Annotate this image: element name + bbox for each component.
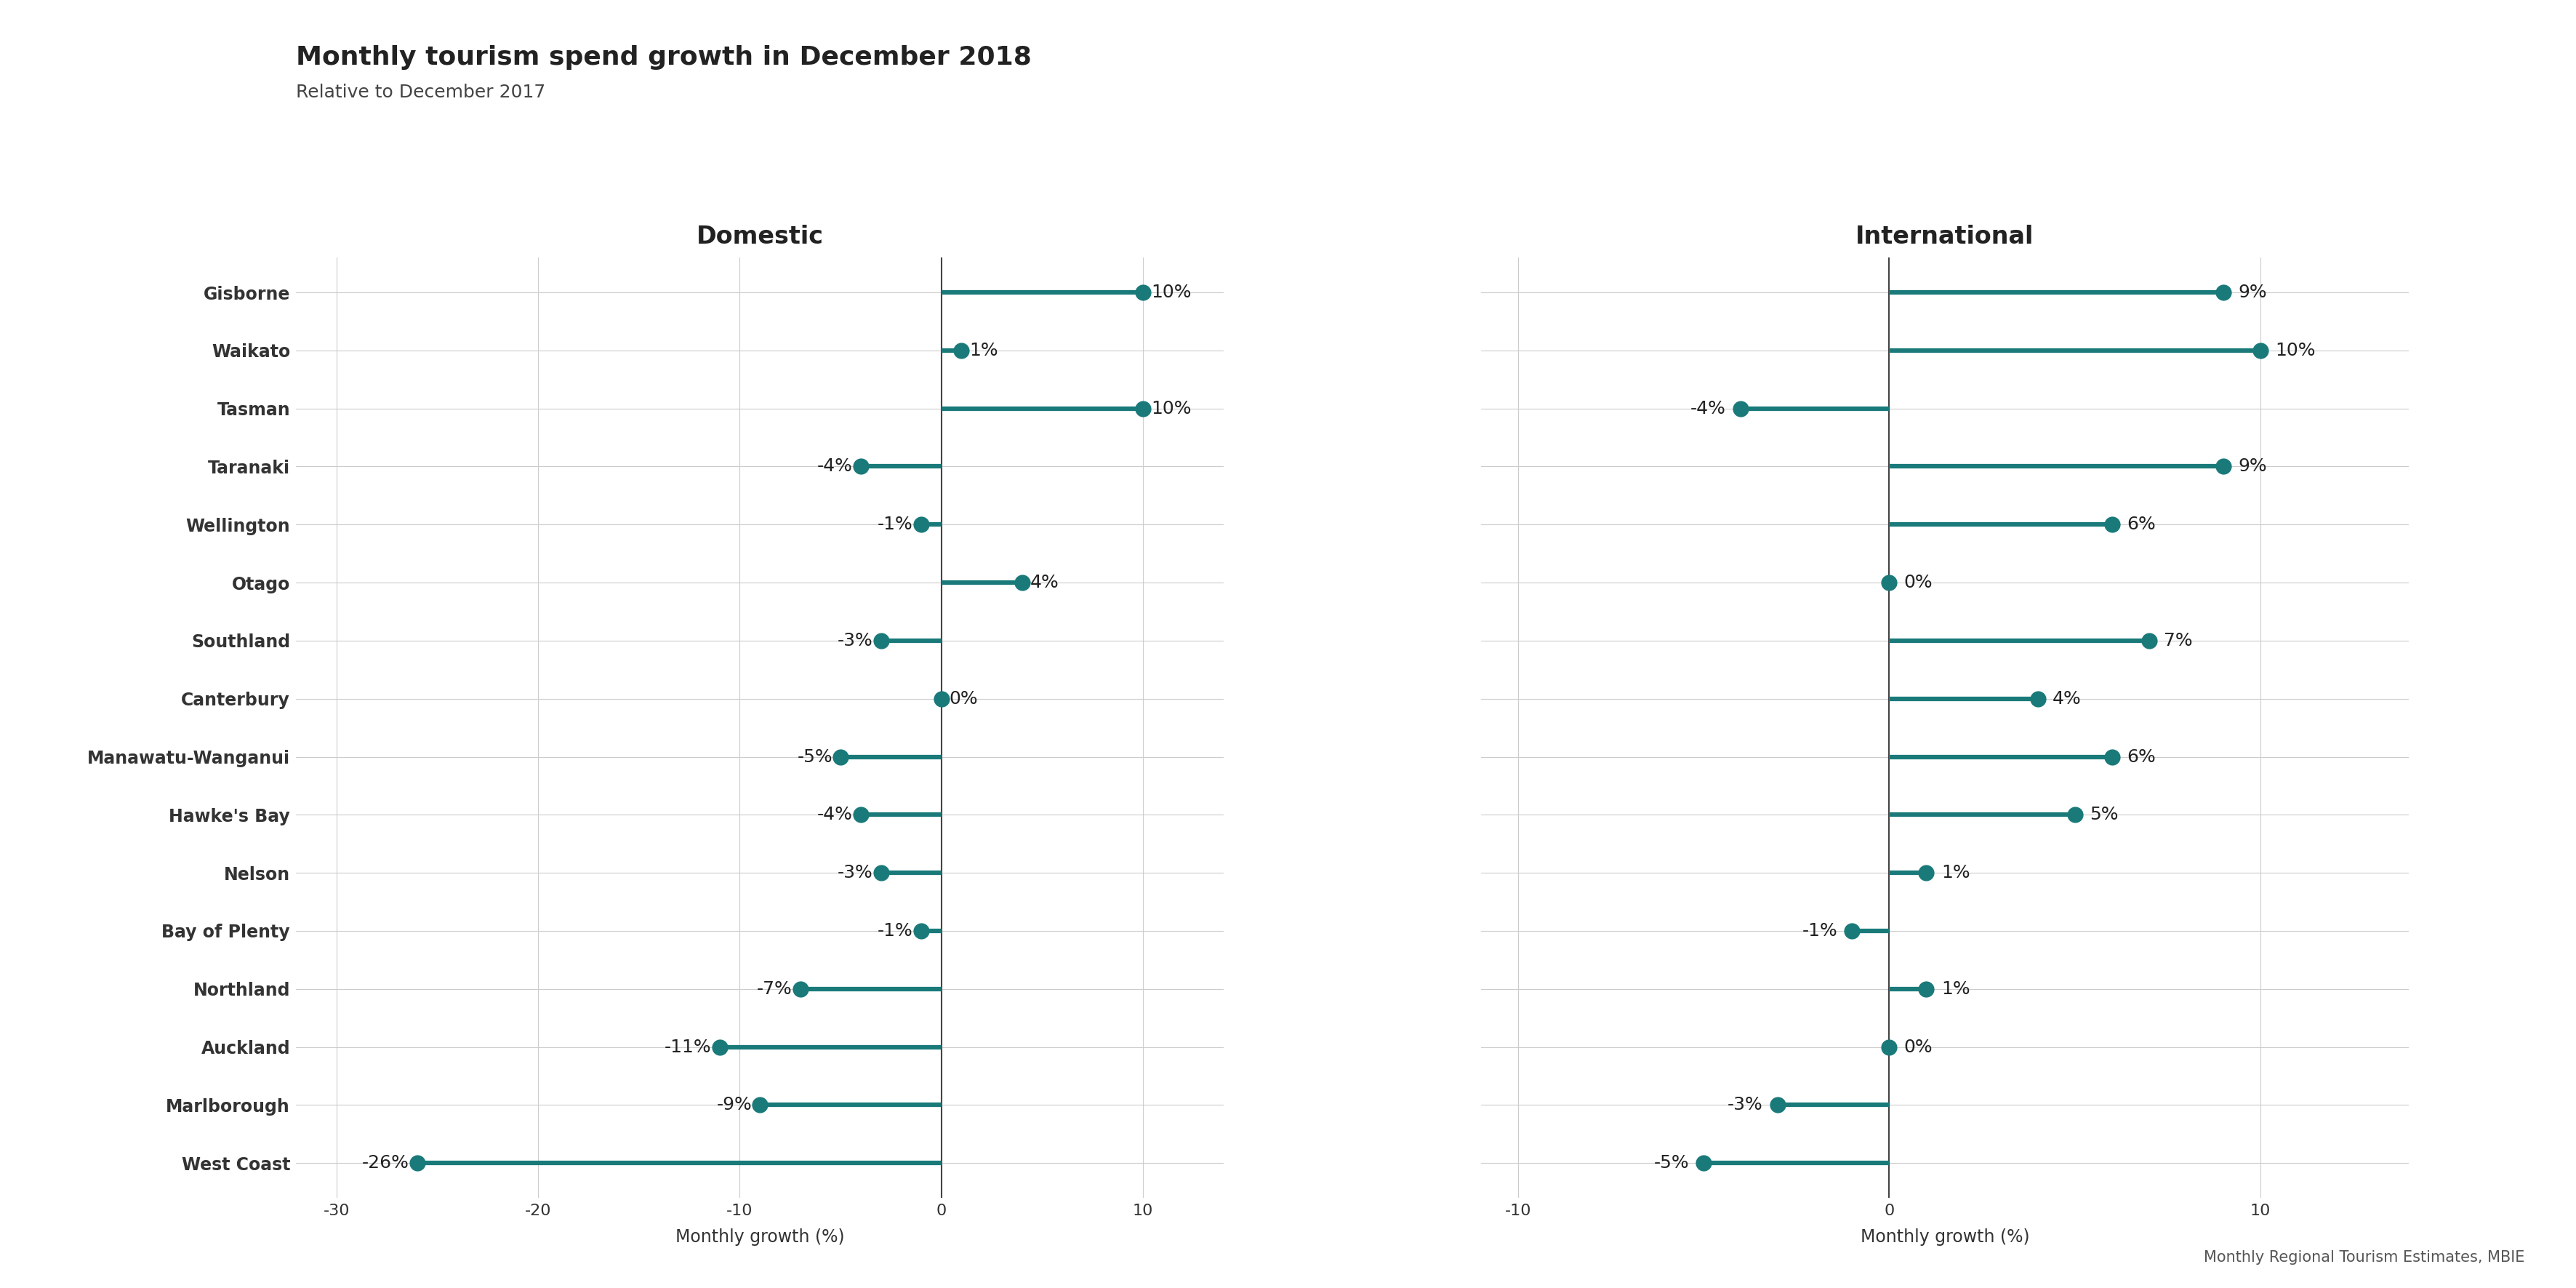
Text: 4%: 4%: [2053, 690, 2081, 707]
Text: -5%: -5%: [796, 748, 832, 765]
Text: -9%: -9%: [716, 1096, 752, 1114]
Text: 10%: 10%: [1151, 283, 1190, 301]
Text: 4%: 4%: [1030, 574, 1059, 591]
Text: 9%: 9%: [2239, 283, 2267, 301]
Text: Relative to December 2017: Relative to December 2017: [296, 84, 546, 102]
Text: Monthly Regional Tourism Estimates, MBIE: Monthly Regional Tourism Estimates, MBIE: [2202, 1251, 2524, 1265]
Text: 9%: 9%: [2239, 457, 2267, 475]
Text: -26%: -26%: [363, 1154, 410, 1172]
Text: Monthly tourism spend growth in December 2018: Monthly tourism spend growth in December…: [296, 45, 1033, 70]
Text: -1%: -1%: [878, 922, 912, 939]
Text: 7%: 7%: [2164, 632, 2192, 649]
Text: -3%: -3%: [837, 864, 873, 881]
Text: -11%: -11%: [665, 1038, 711, 1056]
Title: International: International: [1855, 224, 2035, 249]
Text: -1%: -1%: [878, 516, 912, 533]
Text: -5%: -5%: [1654, 1154, 1690, 1172]
Text: 0%: 0%: [1904, 1038, 1932, 1056]
Text: 1%: 1%: [1942, 864, 1971, 881]
Text: -3%: -3%: [1728, 1096, 1762, 1114]
X-axis label: Monthly growth (%): Monthly growth (%): [675, 1229, 845, 1245]
Text: -4%: -4%: [817, 457, 853, 475]
Text: 1%: 1%: [969, 341, 999, 359]
Text: -4%: -4%: [817, 806, 853, 823]
Text: 0%: 0%: [951, 690, 979, 707]
Text: 5%: 5%: [2089, 806, 2117, 823]
Text: 6%: 6%: [2128, 516, 2156, 533]
X-axis label: Monthly growth (%): Monthly growth (%): [1860, 1229, 2030, 1245]
Text: 0%: 0%: [1904, 574, 1932, 591]
Text: 10%: 10%: [2275, 341, 2316, 359]
Text: 1%: 1%: [1942, 980, 1971, 998]
Text: -4%: -4%: [1690, 399, 1726, 417]
Title: Domestic: Domestic: [696, 224, 824, 249]
Text: -1%: -1%: [1801, 922, 1837, 939]
Text: -7%: -7%: [757, 980, 793, 998]
Text: -3%: -3%: [837, 632, 873, 649]
Text: 6%: 6%: [2128, 748, 2156, 765]
Text: 10%: 10%: [1151, 399, 1190, 417]
